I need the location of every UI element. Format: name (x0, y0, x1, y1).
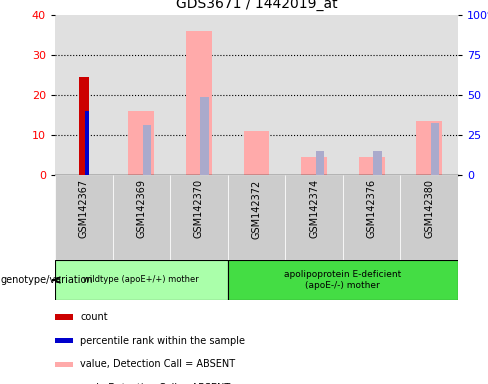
Bar (55, 15, 113, 175)
Text: genotype/variation: genotype/variation (0, 275, 93, 285)
Bar (55, 361, 73, 367)
Text: GSM142380: GSM142380 (424, 179, 434, 238)
Text: GSM142374: GSM142374 (309, 179, 319, 238)
Bar (343, 175, 401, 260)
Text: count: count (81, 312, 108, 322)
Bar (401, 15, 458, 175)
Bar (316, 151, 324, 175)
Bar (113, 175, 170, 260)
Bar (186, 31, 212, 175)
Bar (416, 121, 442, 175)
Bar (55, 338, 73, 343)
Bar (228, 15, 285, 175)
Text: GSM142370: GSM142370 (194, 179, 204, 238)
Bar (301, 157, 327, 175)
Bar (359, 157, 385, 175)
Bar (201, 97, 209, 175)
Bar (143, 125, 151, 175)
Text: GSM142376: GSM142376 (366, 179, 377, 238)
Bar (285, 175, 343, 260)
Text: GSM142369: GSM142369 (136, 179, 146, 238)
Text: GSM142372: GSM142372 (251, 179, 262, 238)
Bar (401, 175, 458, 260)
Text: wildtype (apoE+/+) mother: wildtype (apoE+/+) mother (83, 275, 199, 285)
Bar (128, 111, 154, 175)
Bar (170, 15, 228, 175)
Text: rank, Detection Call = ABSENT: rank, Detection Call = ABSENT (81, 383, 231, 384)
Bar (55, 175, 113, 260)
Bar (244, 131, 269, 175)
Text: percentile rank within the sample: percentile rank within the sample (81, 336, 245, 346)
Bar (228, 175, 285, 260)
Title: GDS3671 / 1442019_at: GDS3671 / 1442019_at (176, 0, 337, 11)
Bar (170, 175, 228, 260)
Bar (373, 151, 382, 175)
Text: value, Detection Call = ABSENT: value, Detection Call = ABSENT (81, 359, 236, 369)
Bar (228, 260, 458, 300)
Bar (55, 260, 228, 300)
Bar (79, 77, 89, 175)
Bar (55, 314, 73, 320)
Bar (285, 15, 343, 175)
Bar (430, 123, 439, 175)
Text: apolipoprotein E-deficient
(apoE-/-) mother: apolipoprotein E-deficient (apoE-/-) mot… (284, 270, 402, 290)
Bar (113, 15, 170, 175)
Text: GSM142367: GSM142367 (79, 179, 89, 238)
Bar (84, 111, 89, 175)
Bar (343, 15, 401, 175)
